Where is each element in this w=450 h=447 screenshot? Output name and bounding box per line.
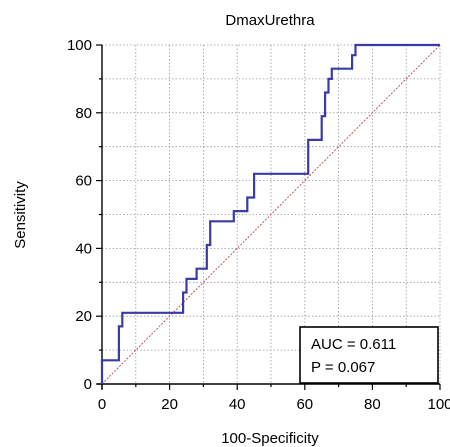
auc-box: AUC = 0.611 P = 0.067	[299, 326, 439, 384]
x-tick-label: 20	[161, 396, 178, 413]
x-tick-label: 80	[364, 396, 381, 413]
auc-label: AUC = 0.611	[311, 336, 396, 353]
y-axis-title: Sensitivity	[12, 181, 29, 249]
series-group	[100, 43, 441, 385]
axes	[96, 44, 441, 390]
y-tick-label: 0	[84, 376, 92, 393]
x-tick-label: 100	[427, 396, 450, 413]
y-tick-label: 40	[75, 240, 92, 257]
x-tick-label: 0	[98, 396, 106, 413]
roc-curve-line	[100, 43, 440, 384]
x-tick-label: 40	[229, 396, 246, 413]
x-axis-title: 100-Specificity	[221, 430, 319, 447]
x-tick-label: 60	[296, 396, 313, 413]
reference-diagonal-line	[101, 44, 441, 385]
auc-box-frame	[299, 326, 439, 384]
y-tick-labels: 0 20 40 60 80 100	[67, 37, 92, 393]
y-tick-label: 60	[75, 173, 92, 190]
y-tick-label: 20	[75, 308, 92, 325]
y-tick-label: 100	[67, 37, 92, 54]
chart-title: DmaxUrethra	[225, 12, 315, 29]
y-tick-label: 80	[75, 105, 92, 122]
x-tick-labels: 0 20 40 60 80 100	[98, 396, 450, 413]
p-value-label: P = 0.067	[311, 359, 375, 376]
